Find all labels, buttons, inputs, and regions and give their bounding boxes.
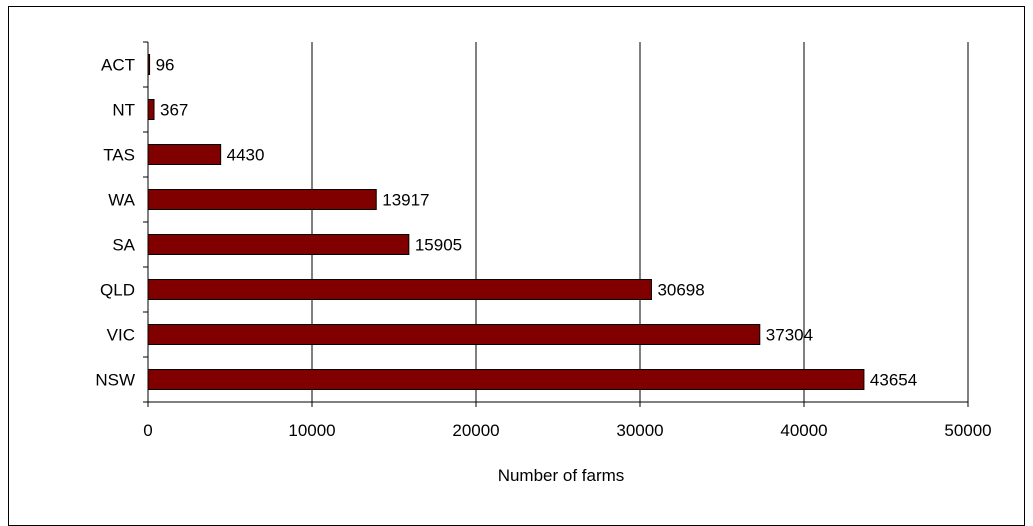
- bar-tas: [147, 144, 222, 165]
- category-label-tas: TAS: [103, 146, 135, 165]
- axes: [143, 41, 969, 407]
- category-label-nt: NT: [112, 101, 135, 120]
- category-label-act: ACT: [101, 56, 135, 75]
- category-label-nsw: NSW: [95, 371, 135, 390]
- x-tick-label: 40000: [780, 421, 827, 440]
- data-label-nsw: 43654: [870, 371, 917, 390]
- bar-vic: [147, 324, 761, 345]
- bar-nsw: [147, 369, 865, 390]
- x-tick-label: 50000: [944, 421, 991, 440]
- x-tick-label: 30000: [616, 421, 663, 440]
- category-label-vic: VIC: [107, 326, 135, 345]
- gridlines: [311, 42, 969, 402]
- x-tick-label: 20000: [452, 421, 499, 440]
- data-label-nt: 367: [160, 101, 188, 120]
- data-label-qld: 30698: [657, 281, 704, 300]
- x-axis-title: Number of farms: [498, 466, 625, 485]
- data-label-tas: 4430: [227, 146, 265, 165]
- labels: 0 10000 20000 30000 40000 50000 ACT 96 NT 367 TAS 4…: [95, 56, 991, 441]
- bar-nt: [147, 99, 155, 120]
- x-tick-label: 10000: [288, 421, 335, 440]
- category-label-qld: QLD: [100, 281, 135, 300]
- bar-wa: [147, 189, 377, 210]
- bar-sa: [147, 234, 410, 255]
- category-label-sa: SA: [112, 236, 135, 255]
- x-tick-label: 0: [143, 421, 152, 440]
- chart-frame: [8, 6, 1025, 526]
- data-label-vic: 37304: [766, 326, 813, 345]
- data-label-act: 96: [156, 56, 175, 75]
- bars: [147, 54, 865, 390]
- data-label-wa: 13917: [382, 191, 429, 210]
- bar-qld: [147, 279, 652, 300]
- category-label-wa: WA: [108, 191, 135, 210]
- bar-chart: 0 10000 20000 30000 40000 50000 ACT 96 NT 367 TAS 4…: [95, 41, 992, 485]
- data-label-sa: 15905: [415, 236, 462, 255]
